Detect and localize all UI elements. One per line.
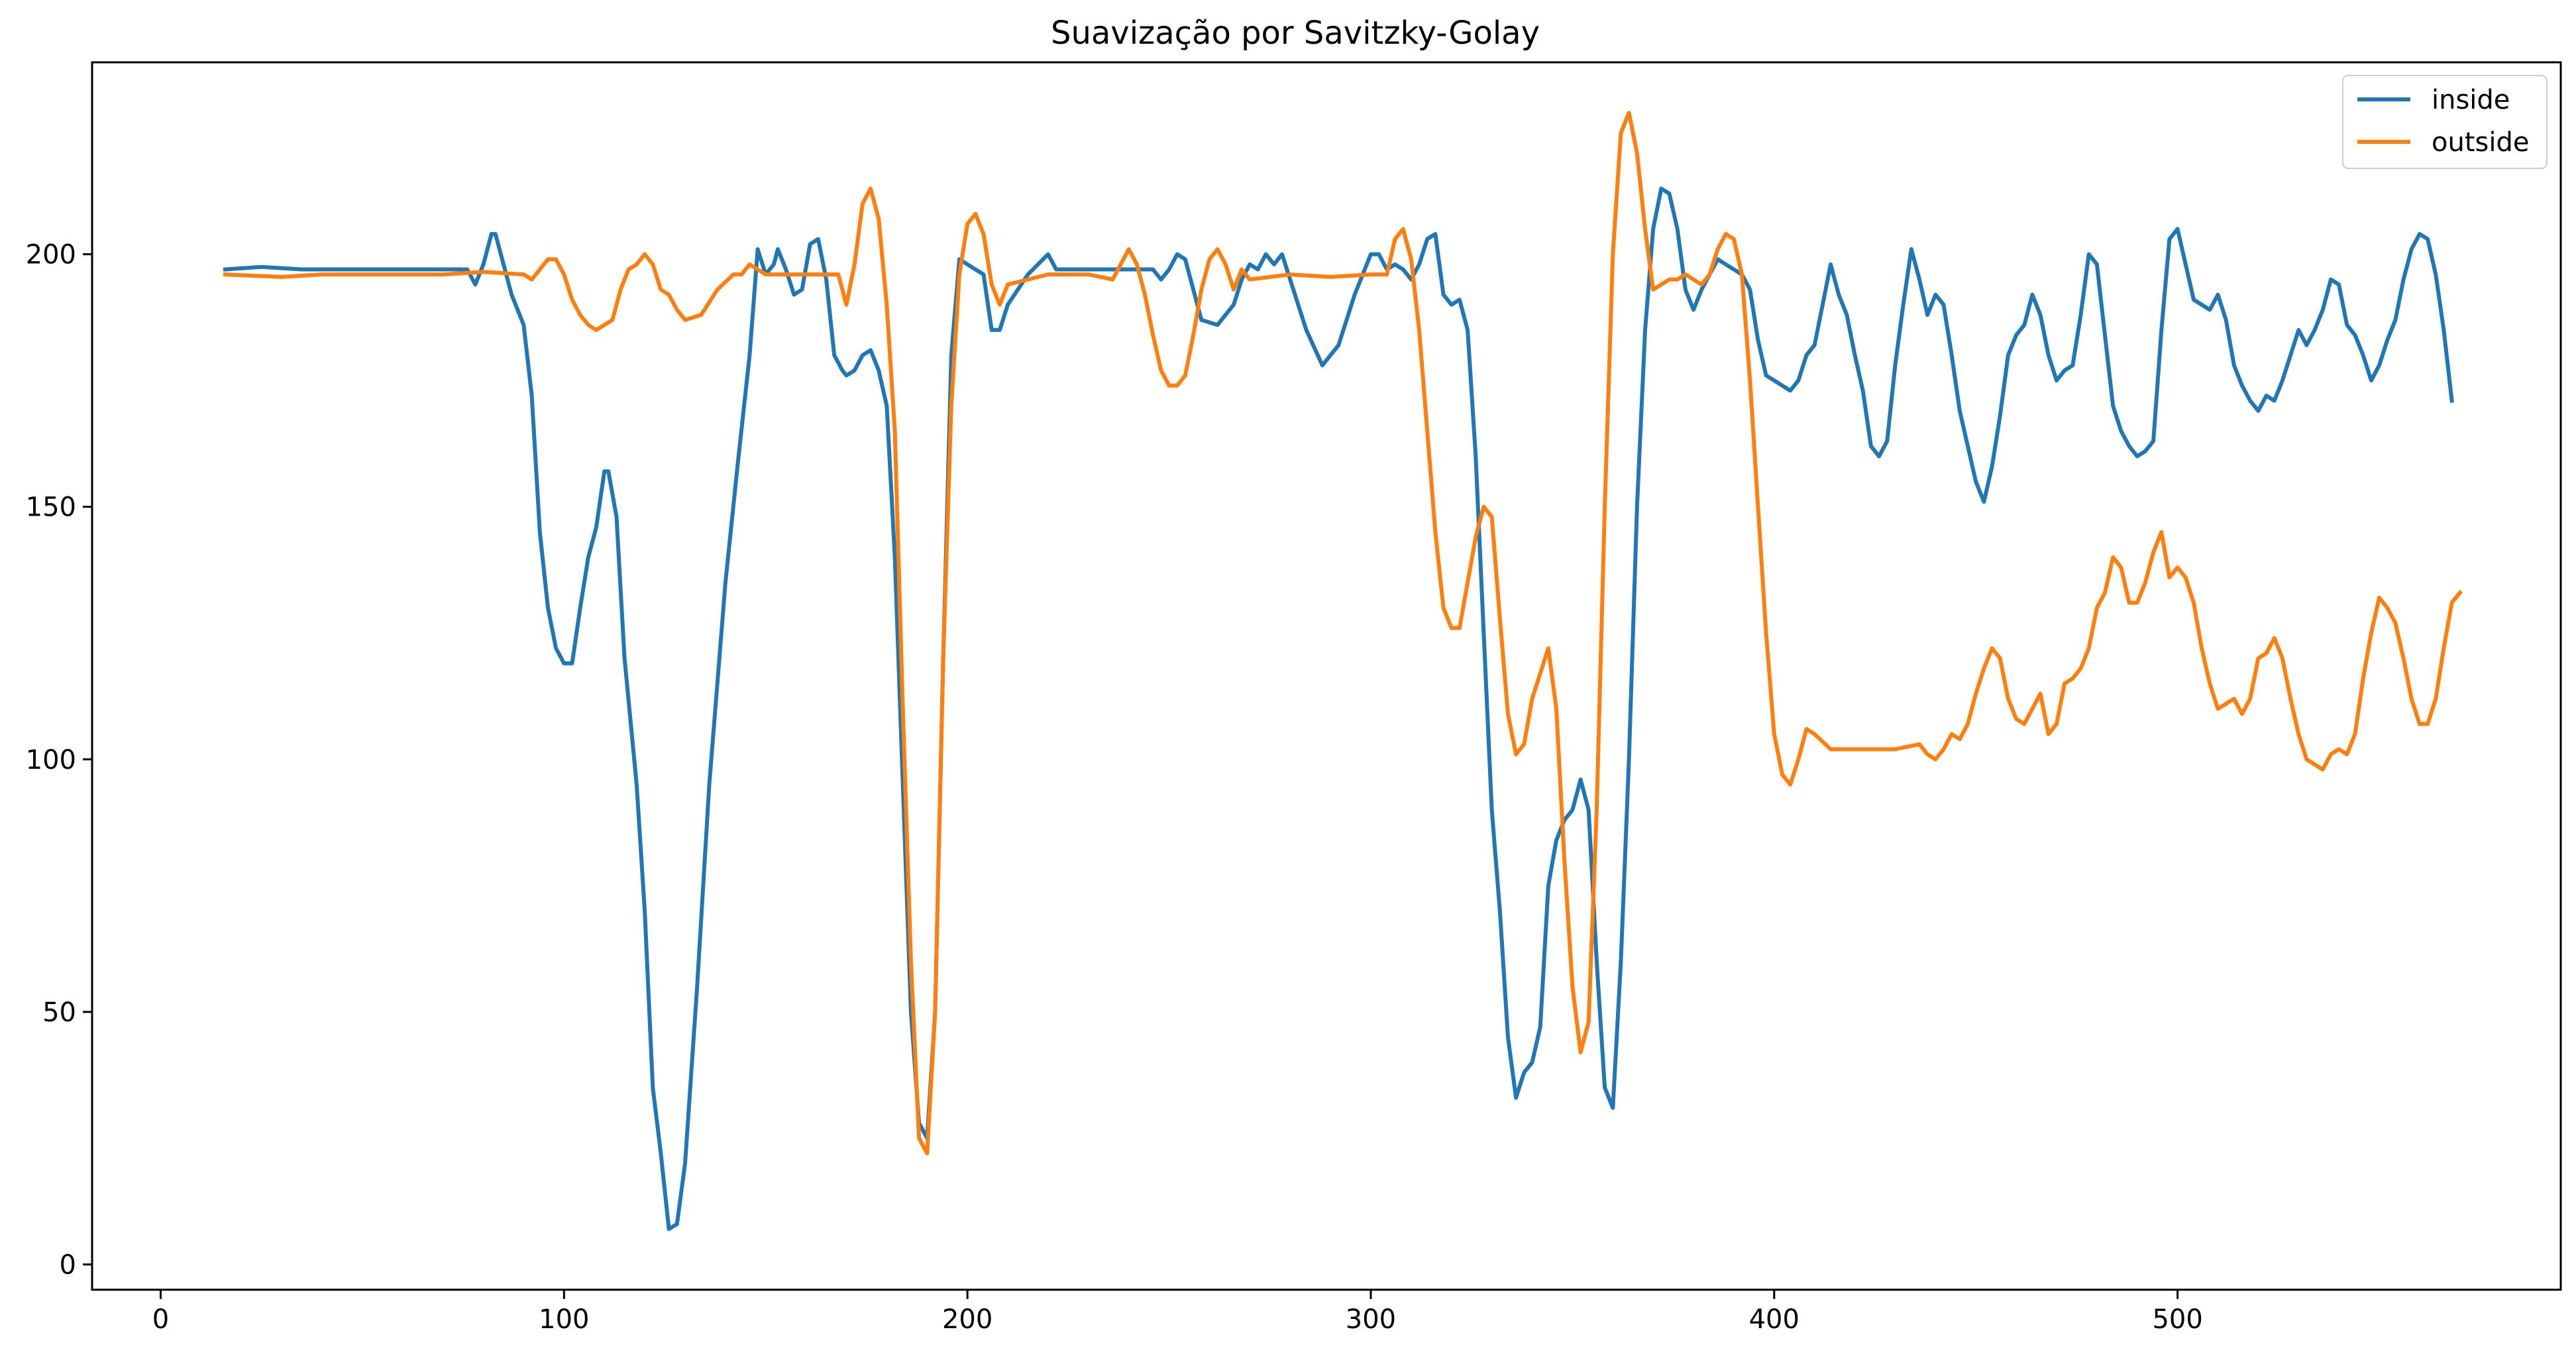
series-line-outside — [223, 111, 2463, 1156]
x-tick-label: 300 — [1346, 1304, 1396, 1335]
x-tick-label: 400 — [1749, 1304, 1799, 1335]
x-tick-label: 0 — [152, 1304, 169, 1335]
legend: inside outside — [2342, 75, 2548, 169]
x-tick-label: 500 — [2152, 1304, 2202, 1335]
x-axis: 0 100 200 300 400 500 — [152, 1290, 2203, 1335]
legend-label-inside: inside — [2432, 85, 2510, 115]
x-tick-label: 100 — [539, 1304, 589, 1335]
y-tick-label: 0 — [60, 1250, 76, 1280]
legend-label-outside: outside — [2432, 127, 2529, 158]
y-tick-label: 150 — [26, 492, 76, 523]
y-axis: 0 50 100 150 200 — [26, 240, 92, 1280]
y-tick-label: 100 — [26, 745, 76, 775]
chart-title: Suavização por Savitzky-Golay — [1051, 15, 1540, 52]
y-tick-label: 200 — [26, 240, 76, 270]
series-line-inside — [223, 186, 2454, 1231]
plot-area — [92, 62, 2561, 1290]
x-tick-label: 200 — [942, 1304, 993, 1335]
plot-frame — [91, 61, 2562, 1291]
series-group — [223, 111, 2463, 1231]
y-tick-label: 50 — [42, 997, 76, 1028]
